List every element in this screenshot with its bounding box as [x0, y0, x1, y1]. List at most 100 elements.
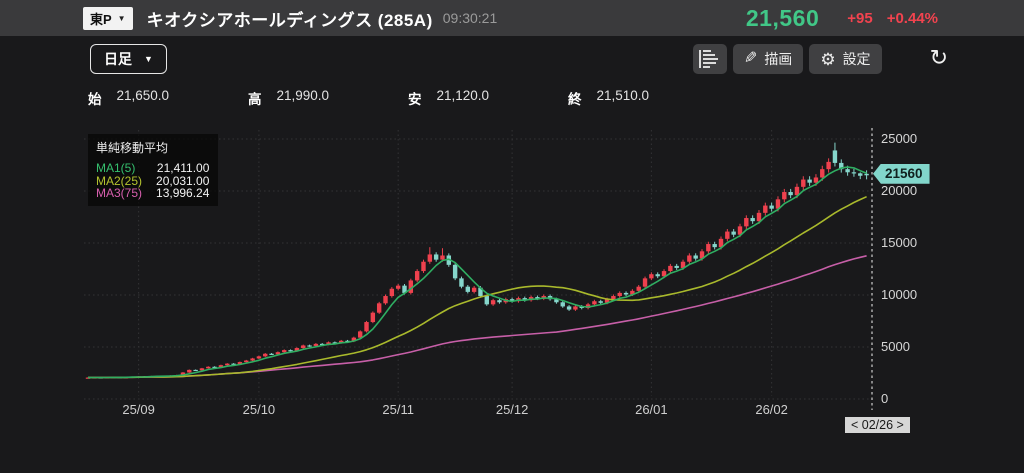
candle-body: [725, 231, 730, 239]
candle-body: [858, 173, 863, 176]
draw-button[interactable]: ✎ 描画: [732, 44, 804, 74]
candle-body: [427, 254, 433, 262]
candle-body: [712, 244, 717, 248]
candle-body: [535, 297, 540, 299]
candle-body: [408, 280, 414, 293]
market-selector[interactable]: 東P ▼: [83, 6, 133, 30]
gear-icon: ⚙: [820, 49, 836, 69]
candle-body: [636, 286, 641, 291]
candle-body: [699, 251, 705, 259]
candle-body: [402, 285, 407, 293]
candle-body: [490, 300, 496, 305]
candle-body: [845, 169, 850, 173]
candle-body: [421, 261, 426, 272]
x-axis-tick: 25/09: [122, 402, 155, 417]
timeframe-label: 日足: [104, 51, 132, 67]
refresh-icon: ↻: [929, 46, 948, 71]
ma-line: [87, 166, 867, 379]
candle-body: [446, 255, 452, 265]
candle-body: [433, 254, 439, 260]
candle-body: [193, 369, 198, 372]
candle-body: [452, 264, 458, 279]
candle-body: [465, 286, 470, 292]
ma-legend-title: 単純移動平均: [96, 141, 169, 155]
current-price-marker: 21560: [873, 163, 930, 184]
candle-body: [497, 300, 502, 303]
candle-body: [617, 292, 622, 297]
x-axis-tick: 25/11: [382, 402, 414, 417]
header-bar: 東P ▼ キオクシアホールディングス (285A) 09:30:21 21,56…: [0, 0, 1024, 36]
high-label: 高: [248, 92, 262, 107]
candle-body: [345, 340, 350, 342]
candle-body: [655, 274, 660, 277]
y-axis-tick: 25000: [881, 131, 918, 146]
candle-body: [851, 172, 857, 174]
candle-body: [687, 255, 692, 262]
refresh-button[interactable]: ↻: [924, 47, 954, 71]
candle-body: [623, 292, 629, 295]
close-value: 21,510.0: [596, 88, 650, 103]
y-axis-tick: 15000: [881, 235, 918, 250]
candle-body: [218, 365, 224, 368]
ma1-value: 21,411.00: [156, 161, 210, 175]
ma-line: [87, 195, 867, 379]
candle-body: [440, 255, 445, 260]
candle-body: [231, 363, 236, 365]
candle-body: [585, 304, 591, 308]
open-value: 21,650.0: [116, 88, 170, 103]
candle-body: [199, 368, 205, 371]
settings-button[interactable]: ⚙ 設定: [809, 44, 882, 74]
candle-body: [839, 162, 844, 170]
candle-body: [813, 177, 819, 183]
low-label: 安: [408, 92, 422, 107]
candle-body: [744, 218, 749, 227]
candle-body: [339, 340, 344, 343]
candle-body: [288, 350, 293, 352]
candle-body: [187, 369, 192, 373]
candle-body: [326, 342, 331, 345]
close-label: 終: [568, 92, 582, 107]
candle-body: [737, 226, 743, 235]
candle-body: [782, 192, 787, 200]
candle-body: [826, 161, 831, 170]
volume-profile-button[interactable]: [692, 44, 727, 74]
candle-body: [459, 278, 464, 287]
candle-body: [256, 356, 262, 359]
ma-line: [87, 255, 867, 379]
ma3-label: MA3(75): [96, 186, 143, 200]
candle-body: [351, 337, 357, 342]
candle-body: [864, 173, 869, 176]
high-value: 21,990.0: [276, 88, 330, 103]
candle-body: [484, 296, 489, 305]
candle-body: [763, 205, 768, 213]
candle-body: [794, 186, 800, 196]
timeframe-button[interactable]: 日足 ▼: [90, 44, 167, 74]
candle-body: [598, 301, 603, 303]
candle-body: [395, 285, 401, 289]
x-axis-tick: 25/10: [242, 402, 276, 417]
candle-body: [522, 298, 527, 301]
candle-body: [566, 306, 572, 310]
quote-time: 09:30:21: [442, 10, 498, 26]
chevron-down-icon: ▼: [144, 54, 153, 64]
candle-body: [649, 274, 654, 279]
candle-body: [750, 218, 755, 222]
candle-body: [370, 312, 376, 323]
candle-body: [731, 231, 736, 235]
candle-body: [313, 343, 319, 346]
candle-body: [554, 299, 559, 303]
candle-body: [756, 212, 762, 222]
candle-body: [85, 377, 91, 379]
candle-body: [788, 192, 793, 196]
toolbar-right: ✎ 描画 ⚙ 設定 ↻: [687, 44, 954, 74]
candle-body: [820, 169, 825, 178]
candle-body: [275, 352, 281, 355]
stock-name: キオクシアホールディングス (285A): [146, 10, 433, 30]
date-navigator[interactable]: < 02/26 >: [845, 417, 910, 433]
candle-body: [383, 296, 388, 304]
y-axis-tick: 5000: [881, 339, 910, 354]
y-axis-tick: 10000: [881, 287, 918, 302]
price-change-percent: +0.44%: [886, 9, 938, 27]
candle-body: [807, 179, 812, 183]
